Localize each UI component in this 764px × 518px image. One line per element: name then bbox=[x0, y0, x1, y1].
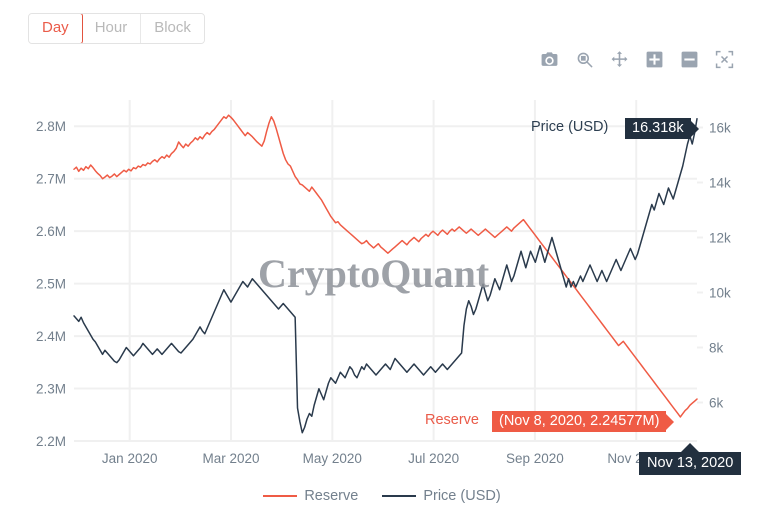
legend-label-price: Price (USD) bbox=[423, 488, 501, 504]
autoscale-expand-icon[interactable] bbox=[715, 50, 734, 69]
tab-hour[interactable]: Hour bbox=[81, 14, 142, 43]
zoom-magnifier-icon[interactable] bbox=[575, 50, 594, 69]
reserve-series-label: Reserve bbox=[425, 412, 479, 428]
y-axis-left-tick: 2.3M bbox=[36, 382, 66, 397]
price-series-label: Price (USD) bbox=[531, 119, 609, 135]
y-axis-left-tick: 2.7M bbox=[36, 172, 66, 187]
legend-swatch-price bbox=[382, 495, 417, 497]
chart-legend: Reserve Price (USD) bbox=[0, 488, 764, 504]
zoom-out-icon[interactable] bbox=[680, 50, 699, 69]
interval-tabbar: Day Hour Block bbox=[28, 13, 205, 44]
series-line-price-usd bbox=[73, 118, 698, 434]
y-axis-right-tick: 8k bbox=[709, 341, 724, 356]
x-axis-tick: Mar 2020 bbox=[202, 451, 259, 466]
y-axis-left-tick: 2.8M bbox=[36, 119, 66, 134]
y-axis-right-tick: 10k bbox=[709, 286, 731, 301]
y-axis-left-tick: 2.5M bbox=[36, 277, 66, 292]
pan-move-icon[interactable] bbox=[610, 50, 629, 69]
legend-item-reserve[interactable]: Reserve bbox=[263, 488, 358, 504]
y-axis-right-tick: 16k bbox=[709, 121, 731, 136]
tab-block[interactable]: Block bbox=[141, 14, 204, 43]
price-value-tooltip: 16.318k bbox=[625, 118, 691, 139]
zoom-in-icon[interactable] bbox=[645, 50, 664, 69]
y-axis-right-tick: 14k bbox=[709, 176, 731, 191]
legend-swatch-reserve bbox=[263, 495, 298, 497]
legend-label-reserve: Reserve bbox=[304, 488, 359, 504]
series-line-reserve bbox=[73, 114, 698, 418]
legend-item-price[interactable]: Price (USD) bbox=[382, 488, 501, 504]
y-axis-left-tick: 2.4M bbox=[36, 329, 66, 344]
download-camera-icon[interactable] bbox=[540, 50, 559, 69]
tab-day[interactable]: Day bbox=[28, 14, 83, 43]
chart-modebar bbox=[540, 50, 734, 69]
y-axis-left-tick: 2.2M bbox=[36, 434, 66, 449]
reserve-value-tooltip: (Nov 8, 2020, 2.24577M) bbox=[492, 411, 667, 432]
x-axis-cursor-tooltip: Nov 13, 2020 bbox=[639, 452, 742, 475]
y-axis-right-tick: 12k bbox=[709, 231, 731, 246]
x-axis-tick: Jul 2020 bbox=[408, 451, 459, 466]
x-axis-tick: Jan 2020 bbox=[102, 451, 158, 466]
x-axis-tick: May 2020 bbox=[303, 451, 362, 466]
x-axis-tick: Sep 2020 bbox=[506, 451, 564, 466]
y-axis-right-tick: 6k bbox=[709, 396, 724, 411]
y-axis-left-tick: 2.6M bbox=[36, 224, 66, 239]
